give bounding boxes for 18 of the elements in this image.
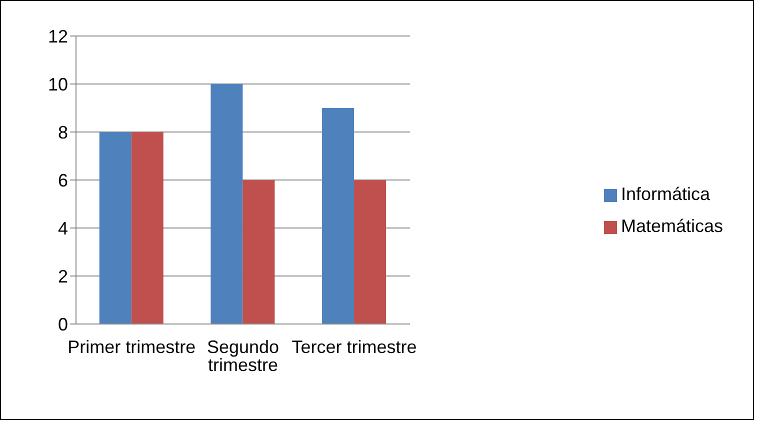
y-tick-label: 8 [58, 122, 68, 142]
y-tick-label: 12 [48, 26, 68, 46]
y-tick-label: 10 [48, 74, 68, 94]
bar [242, 180, 275, 324]
y-tick-label: 4 [58, 218, 68, 238]
bar [322, 108, 354, 324]
legend-label: Matemáticas [620, 216, 723, 236]
x-tick-label: Segundo trimestre [206, 336, 280, 375]
x-tick-label: Primer trimestre [68, 336, 196, 357]
x-tick-label: Tercer trimestre [292, 336, 417, 357]
bar [131, 132, 164, 324]
y-tick-label: 0 [58, 314, 68, 334]
bar [210, 84, 243, 324]
legend-label: Informática [620, 184, 710, 204]
bar [99, 132, 132, 324]
y-tick-label: 6 [58, 170, 68, 190]
y-tick-label: 2 [58, 266, 68, 286]
bar [354, 180, 386, 324]
